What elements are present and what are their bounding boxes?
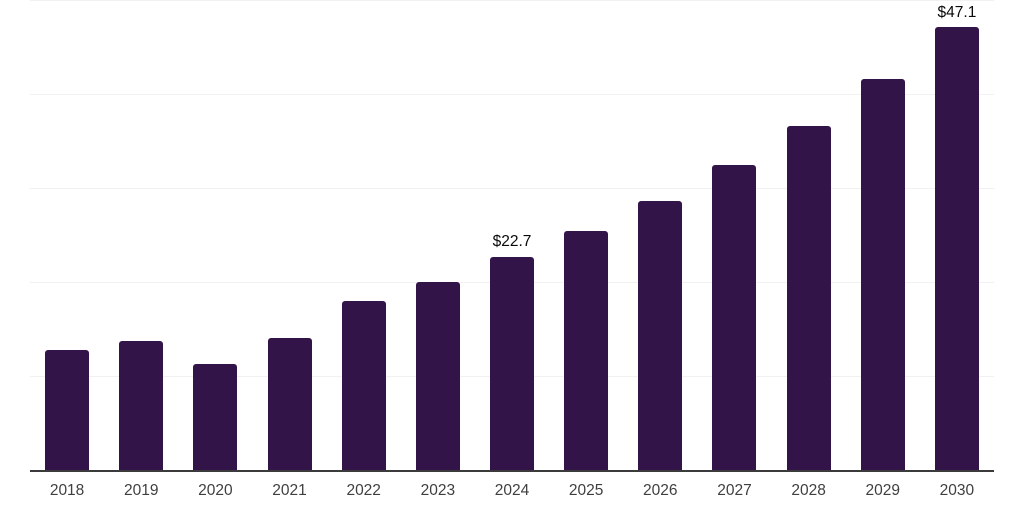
bar-2024 <box>490 256 534 470</box>
x-tick-label-2029: 2029 <box>865 482 901 499</box>
bar-2025 <box>564 231 609 470</box>
bar-2021 <box>267 338 312 470</box>
data-label-2024: $22.7 <box>492 233 532 251</box>
bar-2018 <box>45 349 90 470</box>
x-tick-label-2022: 2022 <box>346 482 381 499</box>
y-gridline-50 <box>30 0 994 1</box>
bar-2023 <box>415 282 460 470</box>
plot-area: $22.7 $47.1 <box>30 0 994 472</box>
data-label-2030: $47.1 <box>937 3 977 21</box>
x-tick-label-2019: 2019 <box>123 482 159 499</box>
bar-2020 <box>193 363 238 470</box>
bar-2027 <box>712 164 757 470</box>
x-tick-label-2024: 2024 <box>494 482 530 499</box>
x-tick-label-2026: 2026 <box>643 482 678 499</box>
y-gridline-40 <box>30 94 994 95</box>
bar-2026 <box>638 201 683 470</box>
x-tick-label-2023: 2023 <box>420 482 456 499</box>
bar-2029 <box>860 78 905 470</box>
x-tick-label-2020: 2020 <box>198 482 233 499</box>
x-tick-label-2028: 2028 <box>791 482 826 499</box>
y-gridline-30 <box>30 188 994 189</box>
x-tick-label-2018: 2018 <box>49 482 85 499</box>
bar-2019 <box>119 341 164 470</box>
x-tick-label-2025: 2025 <box>568 482 604 499</box>
x-tick-label-2030: 2030 <box>939 482 975 499</box>
bar-2028 <box>786 125 831 470</box>
bar-2030 <box>934 27 979 470</box>
x-tick-label-2027: 2027 <box>717 482 752 499</box>
x-axis: 2018 2019 2020 2021 2022 2023 2024 2025 2026 2027… <box>30 472 994 512</box>
x-tick-label-2021: 2021 <box>272 482 307 499</box>
bar-2022 <box>341 300 386 470</box>
